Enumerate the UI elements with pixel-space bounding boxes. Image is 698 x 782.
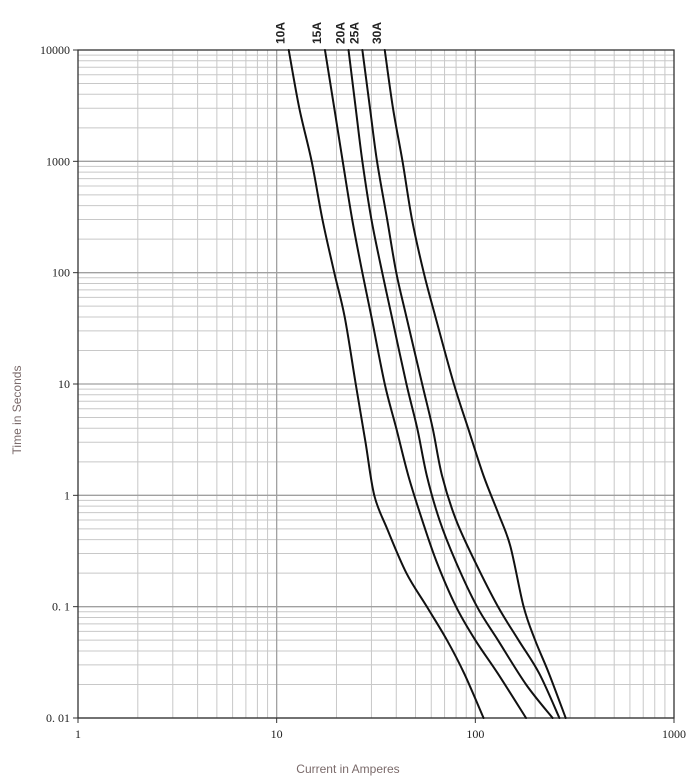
series-line-20a xyxy=(347,49,554,719)
y-tick-label: 100 xyxy=(52,266,70,280)
y-tick-label: 10000 xyxy=(40,43,70,57)
x-tick-label: 1000 xyxy=(662,727,686,741)
grid-lines xyxy=(78,50,674,719)
series-layer xyxy=(287,49,567,719)
y-tick-label: 0. 01 xyxy=(46,711,70,725)
y-tick-label: 1 xyxy=(64,488,70,502)
y-tick-label: 0. 1 xyxy=(52,600,70,614)
series-labels: 10A 15A 20A 25A 30A xyxy=(274,22,384,44)
x-tick-label: 10 xyxy=(271,727,283,741)
series-label-25a: 25A xyxy=(347,22,361,44)
y-tick-labels: 0. 01 0. 1 1 10 100 1000 10000 xyxy=(40,43,78,725)
y-tick-label: 10 xyxy=(58,377,70,391)
y-tick-label: 1000 xyxy=(46,154,70,168)
x-tick-labels: 1 10 100 1000 xyxy=(75,718,686,741)
series-line-25a xyxy=(361,49,561,719)
series-line-30a xyxy=(383,49,567,719)
x-axis-label: Current in Amperes xyxy=(296,762,399,776)
series-line-10a xyxy=(287,49,485,719)
series-label-10a: 10A xyxy=(274,22,288,44)
x-tick-label: 100 xyxy=(466,727,484,741)
y-axis-label: Time in Seconds xyxy=(10,366,24,455)
x-tick-label: 1 xyxy=(75,727,81,741)
series-label-15a: 15A xyxy=(310,22,324,44)
series-label-20a: 20A xyxy=(334,22,348,44)
series-label-30a: 30A xyxy=(370,22,384,44)
series-line-15a xyxy=(323,49,528,719)
